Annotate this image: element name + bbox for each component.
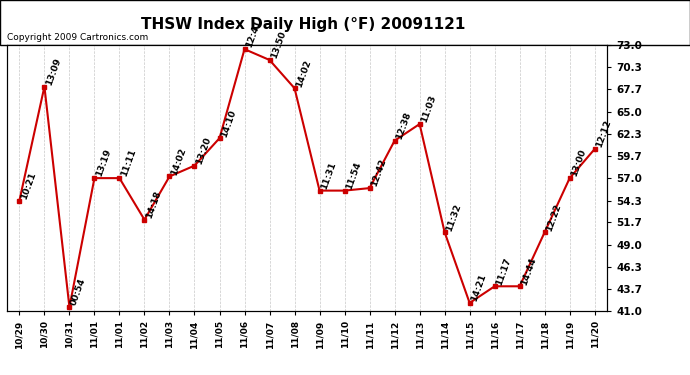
- Text: 12:41: 12:41: [244, 19, 263, 49]
- Text: 00:54: 00:54: [70, 277, 88, 307]
- Text: 14:18: 14:18: [144, 190, 163, 220]
- Text: 13:20: 13:20: [195, 136, 213, 166]
- Text: 11:54: 11:54: [344, 160, 363, 190]
- Text: 12:12: 12:12: [595, 119, 613, 149]
- Text: 12:42: 12:42: [370, 158, 388, 188]
- Text: THSW Index Daily High (°F) 20091121: THSW Index Daily High (°F) 20091121: [141, 17, 466, 32]
- Text: 11:03: 11:03: [420, 94, 438, 124]
- Text: 10:21: 10:21: [19, 171, 38, 201]
- Text: 14:44: 14:44: [520, 256, 538, 286]
- Text: 13:50: 13:50: [270, 30, 288, 60]
- Text: 11:32: 11:32: [444, 202, 463, 232]
- Text: 14:21: 14:21: [470, 273, 488, 303]
- Text: 11:31: 11:31: [319, 160, 338, 190]
- Text: 13:19: 13:19: [95, 148, 112, 178]
- Text: 11:11: 11:11: [119, 148, 138, 178]
- Text: Copyright 2009 Cartronics.com: Copyright 2009 Cartronics.com: [7, 33, 148, 42]
- Text: 14:10: 14:10: [219, 108, 238, 138]
- Text: 14:02: 14:02: [295, 58, 313, 88]
- Text: 12:22: 12:22: [544, 202, 563, 232]
- Text: 13:09: 13:09: [44, 57, 63, 87]
- Text: 11:17: 11:17: [495, 256, 513, 286]
- Text: 13:00: 13:00: [570, 148, 588, 178]
- Text: 14:02: 14:02: [170, 147, 188, 177]
- Text: 12:38: 12:38: [395, 111, 413, 141]
